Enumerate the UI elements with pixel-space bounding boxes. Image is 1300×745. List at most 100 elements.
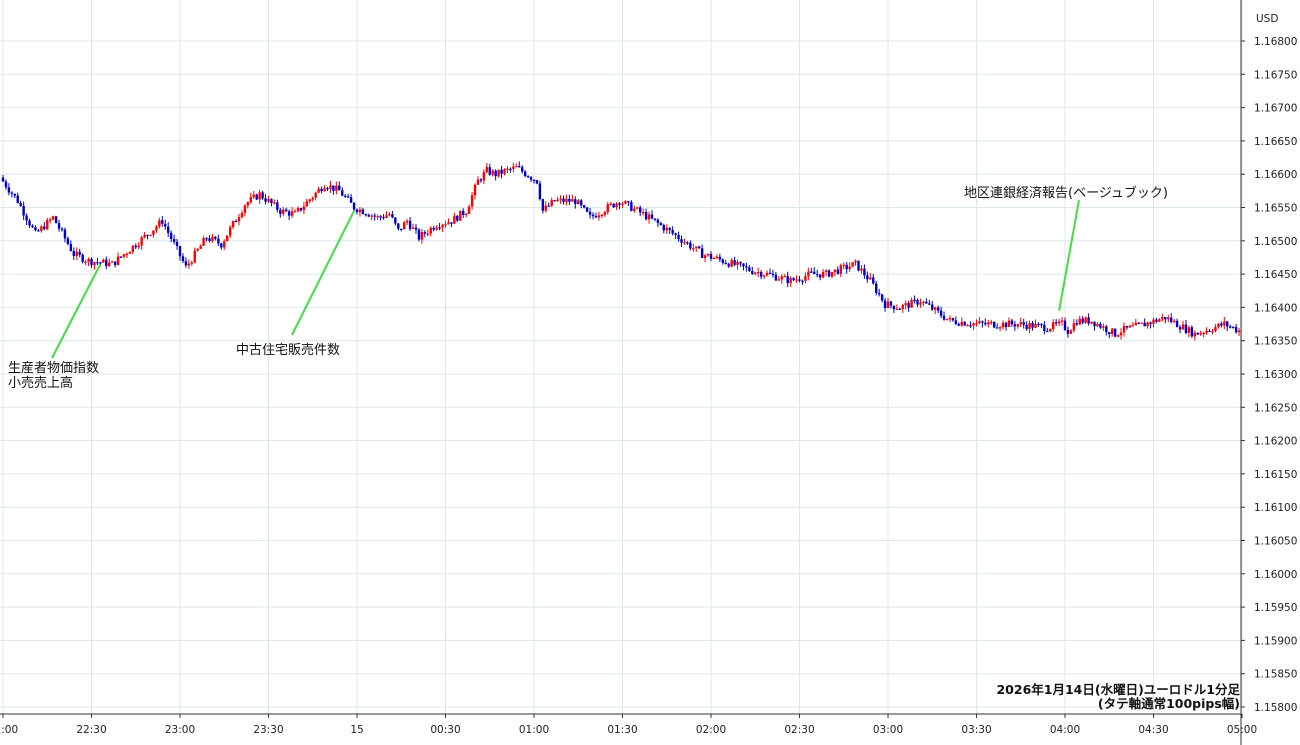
candle-body <box>674 233 677 235</box>
candle-body <box>1214 327 1217 332</box>
candle-body <box>143 234 146 238</box>
candle-body <box>190 262 193 264</box>
candle-body <box>771 273 775 275</box>
candle-body <box>1031 322 1034 328</box>
y-tick-label: 1.16150 <box>1254 469 1297 481</box>
candle-body <box>966 325 969 327</box>
candle-body <box>748 267 751 271</box>
candle-body <box>332 185 335 191</box>
candle-body <box>500 169 503 174</box>
x-tick-label: 03:00 <box>873 724 903 736</box>
candle-body <box>370 215 373 217</box>
candle-body <box>854 260 857 263</box>
candle-body <box>441 224 444 228</box>
candle-body <box>355 209 359 213</box>
candle-body <box>1087 317 1090 324</box>
candle-body <box>633 208 636 211</box>
candle-body <box>279 209 282 214</box>
candle-body <box>759 271 763 277</box>
candle-body <box>656 219 660 224</box>
candle-body <box>187 263 191 266</box>
candle-body <box>780 276 783 280</box>
candle-body <box>178 246 182 257</box>
candle-body <box>93 262 96 266</box>
candle-body <box>293 211 297 213</box>
candle-body <box>686 242 689 244</box>
candle-body <box>1004 322 1008 327</box>
candle-body <box>845 264 848 270</box>
candle-body <box>193 250 196 263</box>
candle-body <box>951 318 955 321</box>
candle-body <box>883 300 887 308</box>
candle-body <box>872 277 875 284</box>
candle-body <box>459 210 462 221</box>
candle-body <box>464 213 468 216</box>
candle-body <box>1108 332 1111 335</box>
candle-body <box>299 208 303 211</box>
candle-body <box>1146 322 1149 327</box>
candle-body <box>228 227 232 236</box>
candle-body <box>1096 323 1099 327</box>
candle-body <box>134 245 137 248</box>
candle-body <box>886 301 890 308</box>
candle-body <box>1102 326 1105 328</box>
candle-body <box>87 258 90 262</box>
candle-body <box>925 301 928 304</box>
candle-body <box>202 238 205 246</box>
candle-body <box>140 237 143 246</box>
candle-body <box>75 251 78 256</box>
candle-body <box>866 275 869 280</box>
candle-body <box>285 209 288 212</box>
candle-body <box>765 272 769 276</box>
candle-body <box>990 321 993 324</box>
candle-body <box>1223 321 1226 326</box>
candle-body <box>942 315 946 320</box>
candle-body <box>435 227 438 230</box>
candle-body <box>146 234 149 237</box>
candle-body <box>1037 323 1040 326</box>
candle-body <box>1010 320 1014 325</box>
candle-body <box>379 216 382 218</box>
candle-body <box>1128 325 1132 328</box>
candle-body <box>1090 321 1093 324</box>
candle-body <box>869 277 872 280</box>
candle-body <box>547 205 550 207</box>
candle-body <box>270 198 273 204</box>
candle-body <box>995 327 999 329</box>
candle-body <box>482 172 486 181</box>
candle-body <box>1025 324 1028 329</box>
candle-body <box>683 242 686 244</box>
candle-body <box>426 233 429 235</box>
candle-body <box>346 196 350 198</box>
y-tick-label: 1.16050 <box>1254 536 1297 548</box>
candle-body <box>341 190 344 196</box>
candle-body <box>1054 322 1058 324</box>
candle-body <box>919 302 922 305</box>
candle-body <box>875 283 878 293</box>
candle-body <box>113 261 117 265</box>
candle-body <box>998 327 1002 329</box>
y-tick-label: 1.16500 <box>1254 236 1297 248</box>
candle-body <box>358 209 362 213</box>
candle-body <box>1226 321 1229 327</box>
candle-body <box>28 220 31 226</box>
candle-body <box>877 292 881 295</box>
candle-body <box>408 220 412 229</box>
candle-body <box>842 264 845 267</box>
candle-body <box>506 168 509 170</box>
candle-body <box>169 232 173 239</box>
candle-body <box>580 200 583 206</box>
candle-body <box>993 321 996 328</box>
candle-body <box>757 271 760 274</box>
candle-body <box>647 214 651 220</box>
candle-body <box>836 269 840 274</box>
candle-body <box>916 299 919 305</box>
candle-body <box>1178 327 1182 330</box>
candle-body <box>594 216 598 218</box>
candle-body <box>172 238 176 242</box>
x-tick-label: 02:00 <box>696 724 726 736</box>
chart-note-line-1: 2026年1月14日(水曜日)ユーロドル1分足 <box>996 682 1240 697</box>
candle-body <box>4 181 8 188</box>
candle-body <box>1140 322 1143 324</box>
